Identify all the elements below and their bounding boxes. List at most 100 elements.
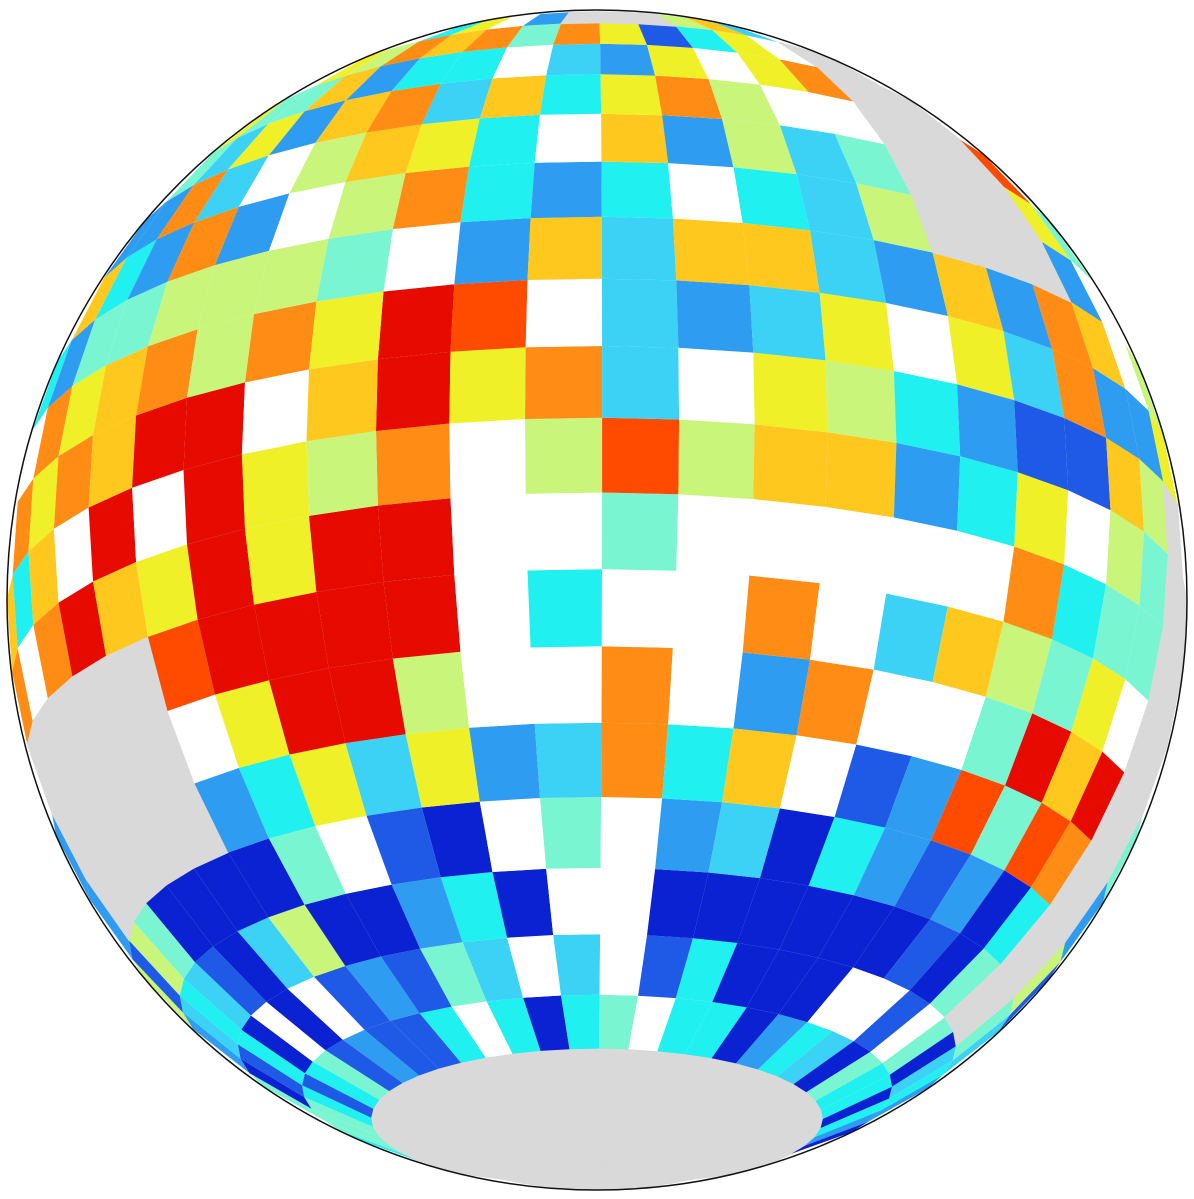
grid-cell — [193, 852, 269, 932]
grid-cell — [881, 1060, 953, 1111]
grid-cell — [983, 887, 1051, 965]
grid-cell — [853, 906, 931, 979]
grid-cell — [525, 278, 603, 348]
grid-cell — [601, 569, 677, 648]
grid-cell — [1041, 241, 1103, 323]
grid-cell — [237, 1029, 305, 1086]
grid-cell — [662, 724, 734, 803]
grid-cell — [749, 499, 826, 584]
grid-cell — [540, 797, 602, 869]
grid-cell — [746, 35, 819, 68]
grid-cell — [736, 1014, 808, 1070]
grid-cell — [1125, 388, 1164, 482]
grid-cell — [304, 1061, 380, 1109]
grid-cell — [525, 492, 603, 571]
grid-cell — [760, 808, 835, 886]
grid-cell — [419, 1006, 486, 1063]
grid-cell — [722, 119, 797, 175]
grid-cell — [245, 301, 317, 383]
grid-cell — [469, 114, 540, 167]
grid-cell — [737, 52, 809, 93]
grid-cell — [289, 132, 367, 194]
grid-cell — [136, 329, 198, 416]
grid-cell — [187, 528, 254, 620]
grid-cell — [32, 340, 72, 431]
grid-cell — [383, 222, 461, 292]
grid-cell — [834, 133, 912, 195]
grid-cell — [932, 606, 1004, 697]
grid-cell — [1106, 510, 1144, 606]
grid-cell — [462, 25, 524, 52]
grid-cell — [885, 756, 962, 841]
grid-cell — [1064, 490, 1111, 585]
grid-cell — [72, 299, 128, 386]
grid-cell — [657, 14, 713, 31]
grid-cell — [685, 1002, 747, 1059]
grid-cell — [237, 86, 314, 138]
grid-cell — [886, 303, 958, 385]
grid-cell — [733, 167, 810, 231]
grid-cell — [1014, 400, 1069, 491]
grid-cell — [213, 98, 288, 153]
grid-cell — [12, 478, 34, 575]
grid-cell — [28, 528, 59, 625]
grid-cell — [126, 185, 194, 258]
grid-cell — [47, 319, 96, 408]
grid-cell — [451, 16, 513, 35]
grid-cell — [106, 281, 168, 366]
grid-cell — [237, 917, 314, 989]
grid-cell — [58, 581, 106, 677]
grid-cell — [600, 797, 663, 870]
grid-cell — [128, 940, 183, 1013]
grid-cell — [194, 767, 269, 853]
grid-cell — [241, 1015, 313, 1074]
grid-cell — [132, 397, 187, 488]
grid-cell — [133, 902, 195, 979]
grid-cell — [693, 47, 760, 85]
grid-cell — [647, 44, 709, 79]
grid-cell — [245, 515, 317, 605]
grid-cell — [238, 754, 316, 839]
grid-cell — [145, 885, 213, 963]
grid-cell — [33, 602, 73, 699]
grid-cell — [1031, 821, 1092, 906]
grid-cell — [779, 59, 854, 102]
grid-cell — [254, 238, 329, 315]
grid-cell — [808, 817, 886, 896]
grid-cell — [655, 75, 723, 119]
grid-cell — [600, 74, 663, 116]
grid-cell — [999, 961, 1061, 1032]
grid-cell — [366, 83, 441, 133]
grid-cell — [779, 735, 857, 817]
grid-cell — [195, 946, 267, 1016]
grid-cell — [791, 1121, 869, 1154]
grid-cell — [737, 878, 809, 950]
grid-cell — [479, 798, 547, 872]
grid-cell — [889, 1046, 957, 1099]
grid-cell — [911, 682, 986, 770]
grid-cell — [1003, 331, 1065, 418]
grid-cell — [268, 904, 346, 977]
grid-cell — [712, 30, 780, 60]
grid-cell — [479, 75, 547, 119]
grid-cell — [132, 959, 194, 1030]
grid-cell — [183, 382, 245, 470]
grid-cell — [376, 423, 451, 506]
grid-cell — [957, 456, 1018, 547]
grid-cell — [306, 431, 378, 516]
grid-cell — [228, 838, 305, 918]
grid-cell — [760, 84, 835, 134]
grid-cell — [1003, 546, 1065, 640]
grid-cell — [685, 17, 747, 36]
grid-cell — [183, 454, 245, 545]
grid-cell — [523, 995, 570, 1051]
grid-cell — [889, 1031, 957, 1087]
grid-cell — [985, 621, 1053, 714]
grid-cell — [309, 505, 384, 592]
grid-cell — [128, 921, 184, 996]
grid-cell — [825, 432, 897, 518]
grid-cell — [1125, 605, 1164, 702]
grid-cell — [390, 1013, 462, 1069]
grid-cell — [254, 592, 329, 681]
grid-cell — [909, 933, 984, 1004]
